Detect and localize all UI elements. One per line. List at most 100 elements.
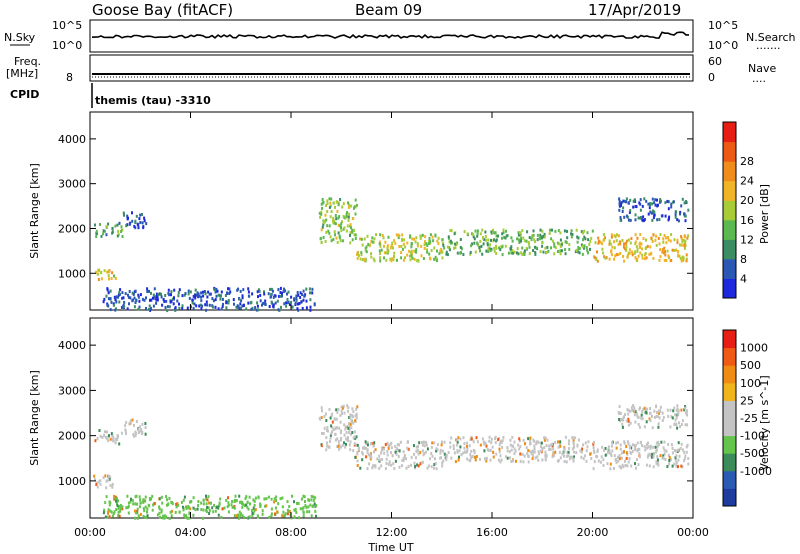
range-cell: [470, 455, 473, 459]
range-cell: [127, 501, 130, 505]
range-cell: [343, 411, 346, 415]
range-cell: [324, 213, 327, 217]
range-cell: [286, 292, 288, 296]
range-cell: [607, 445, 610, 449]
range-cell: [442, 243, 445, 247]
range-cell: [437, 236, 440, 240]
range-cell: [421, 233, 424, 237]
range-cell: [314, 496, 317, 500]
range-cell: [504, 244, 507, 248]
range-cell: [257, 308, 260, 312]
range-cell: [304, 504, 307, 508]
range-cell: [144, 515, 147, 519]
range-cell: [624, 242, 627, 246]
range-cell: [516, 251, 518, 255]
range-cell: [111, 434, 114, 438]
range-cell: [327, 445, 330, 449]
range-cell: [396, 447, 399, 451]
range-cell: [603, 255, 606, 259]
range-cell: [196, 291, 199, 295]
range-cell: [483, 449, 486, 453]
range-cell: [160, 295, 163, 299]
range-cell: [245, 503, 248, 507]
range-cell: [543, 232, 546, 236]
range-cell: [288, 510, 291, 513]
range-cell: [105, 225, 108, 229]
range-cell: [681, 255, 684, 259]
range-cell: [642, 215, 645, 219]
range-cell: [535, 442, 538, 446]
range-cell: [356, 443, 359, 447]
range-cell: [470, 449, 473, 453]
range-cell: [591, 229, 594, 233]
range-cell: [127, 511, 130, 515]
range-cell: [528, 245, 531, 249]
range-cell: [394, 445, 397, 448]
range-cell: [539, 228, 542, 232]
range-cell: [581, 244, 584, 248]
range-cell: [587, 251, 589, 255]
range-cell: [356, 452, 359, 456]
range-cell: [640, 242, 643, 246]
range-cell: [625, 419, 628, 423]
range-cell: [668, 459, 671, 462]
range-cell: [270, 497, 273, 501]
range-cell: [567, 442, 570, 446]
range-cell: [623, 440, 626, 444]
range-cell: [667, 453, 670, 457]
range-cell: [576, 235, 579, 239]
range-cell: [126, 223, 129, 227]
range-cell: [617, 253, 620, 256]
range-cell: [205, 510, 208, 513]
range-cell: [139, 221, 142, 224]
range-cell: [389, 443, 392, 447]
range-cell: [498, 246, 501, 250]
range-cell: [355, 435, 358, 439]
range-cell: [133, 305, 136, 309]
range-cell: [326, 441, 329, 445]
range-cell: [219, 497, 222, 501]
range-cell: [649, 245, 652, 249]
range-cell: [452, 444, 455, 448]
range-cell: [371, 240, 374, 244]
range-cell: [202, 498, 205, 502]
range-cell: [677, 412, 680, 416]
range-cell: [265, 497, 268, 501]
range-cell: [647, 445, 650, 449]
range-cell: [281, 291, 283, 295]
range-cell: [386, 250, 389, 254]
range-cell: [365, 442, 367, 445]
range-cell: [340, 229, 343, 233]
range-cell: [636, 250, 639, 253]
range-cell: [471, 242, 473, 246]
range-cell: [320, 210, 323, 214]
range-cell: [469, 251, 472, 254]
range-cell: [394, 451, 397, 454]
range-cell: [582, 443, 585, 447]
range-cell: [405, 466, 408, 470]
range-cell: [641, 410, 644, 414]
range-cell: [270, 287, 273, 291]
range-cell: [134, 434, 137, 438]
colorbar-frame: [722, 121, 737, 299]
freq-label: Freq.: [14, 55, 41, 68]
range-cell: [485, 444, 488, 448]
range-cell: [401, 464, 403, 468]
range-cell: [513, 452, 516, 456]
range-cell: [541, 244, 544, 248]
range-cell: [671, 416, 674, 420]
range-cell: [165, 495, 168, 498]
nsky-label: N.Sky: [4, 31, 36, 44]
range-cell: [227, 496, 229, 500]
range-cell: [209, 292, 212, 296]
range-cell: [431, 441, 434, 445]
range-cell: [625, 451, 628, 455]
range-cell: [205, 497, 208, 501]
range-cell: [529, 450, 532, 454]
range-cell: [356, 459, 359, 463]
range-cell: [424, 235, 427, 239]
range-cell: [206, 295, 209, 299]
range-cell: [361, 451, 364, 454]
colorbar-segment: [723, 400, 736, 419]
range-cell: [131, 219, 134, 223]
